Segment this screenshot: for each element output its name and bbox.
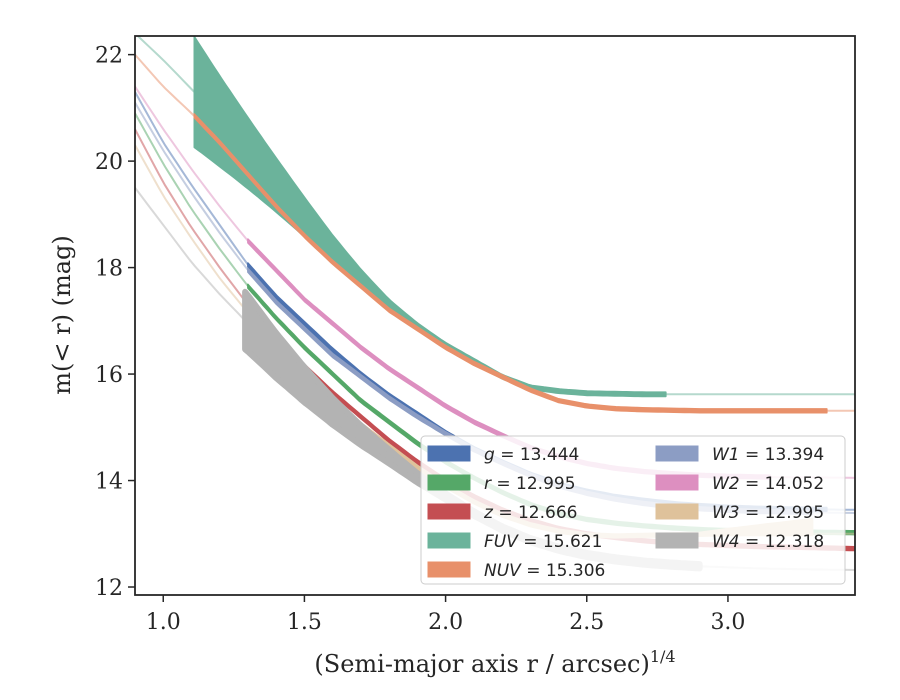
x-axis-ticks: 1.0 1.5 2.0 2.5 3.0 [146,595,745,635]
plot-frame [134,35,856,596]
legend-label-g: g = 13.444 [484,445,579,465]
legend-label-w3: W3 = 12.995 [712,503,824,523]
legend-label-nuv: NUV = 15.306 [484,561,605,581]
legend-swatch-w3 [655,503,699,520]
legend: g = 13.444 r = 12.995 z = 12.666 FUV = 15.6… [420,435,846,585]
legend-swatch-r [427,474,471,491]
legend-swatch-w4 [655,532,699,549]
y-tick-label: 16 [95,363,123,388]
legend-swatch-fuv [427,532,471,549]
legend-swatch-nuv [427,561,471,578]
y-tick-label: 22 [95,44,123,69]
legend-label-w1: W1 = 13.394 [712,445,824,465]
legend-label-z: z = 12.666 [483,503,577,523]
y-tick-label: 12 [95,576,123,601]
x-tick-label: 2.5 [569,610,604,635]
legend-frame [420,435,846,585]
x-tick-label: 3.0 [710,610,745,635]
legend-label-fuv: FUV = 15.621 [484,532,602,552]
x-tick-label: 1.0 [146,610,181,635]
y-axis-ticks: 12 14 16 18 20 22 [95,44,135,601]
series-nuv-band [193,113,828,414]
legend-label-w2: W2 = 14.052 [712,474,824,494]
y-tick-label: 20 [95,150,123,175]
y-axis-label: m(< r) (mag) [48,235,76,394]
legend-swatch-w2 [655,474,699,491]
legend-swatch-z [427,503,471,520]
legend-label-r: r = 12.995 [484,474,576,494]
x-axis-label-exponent: 1/4 [650,647,676,666]
legend-swatch-w1 [655,445,699,462]
legend-swatch-g [427,445,471,462]
x-tick-label: 1.5 [287,610,322,635]
legend-label-w4: W4 = 12.318 [712,532,824,552]
x-tick-label: 2.0 [428,610,463,635]
y-tick-label: 14 [95,470,123,495]
x-axis-label: (Semi-major axis r / arcsec)1/4 [314,647,675,678]
y-tick-label: 18 [95,257,123,282]
